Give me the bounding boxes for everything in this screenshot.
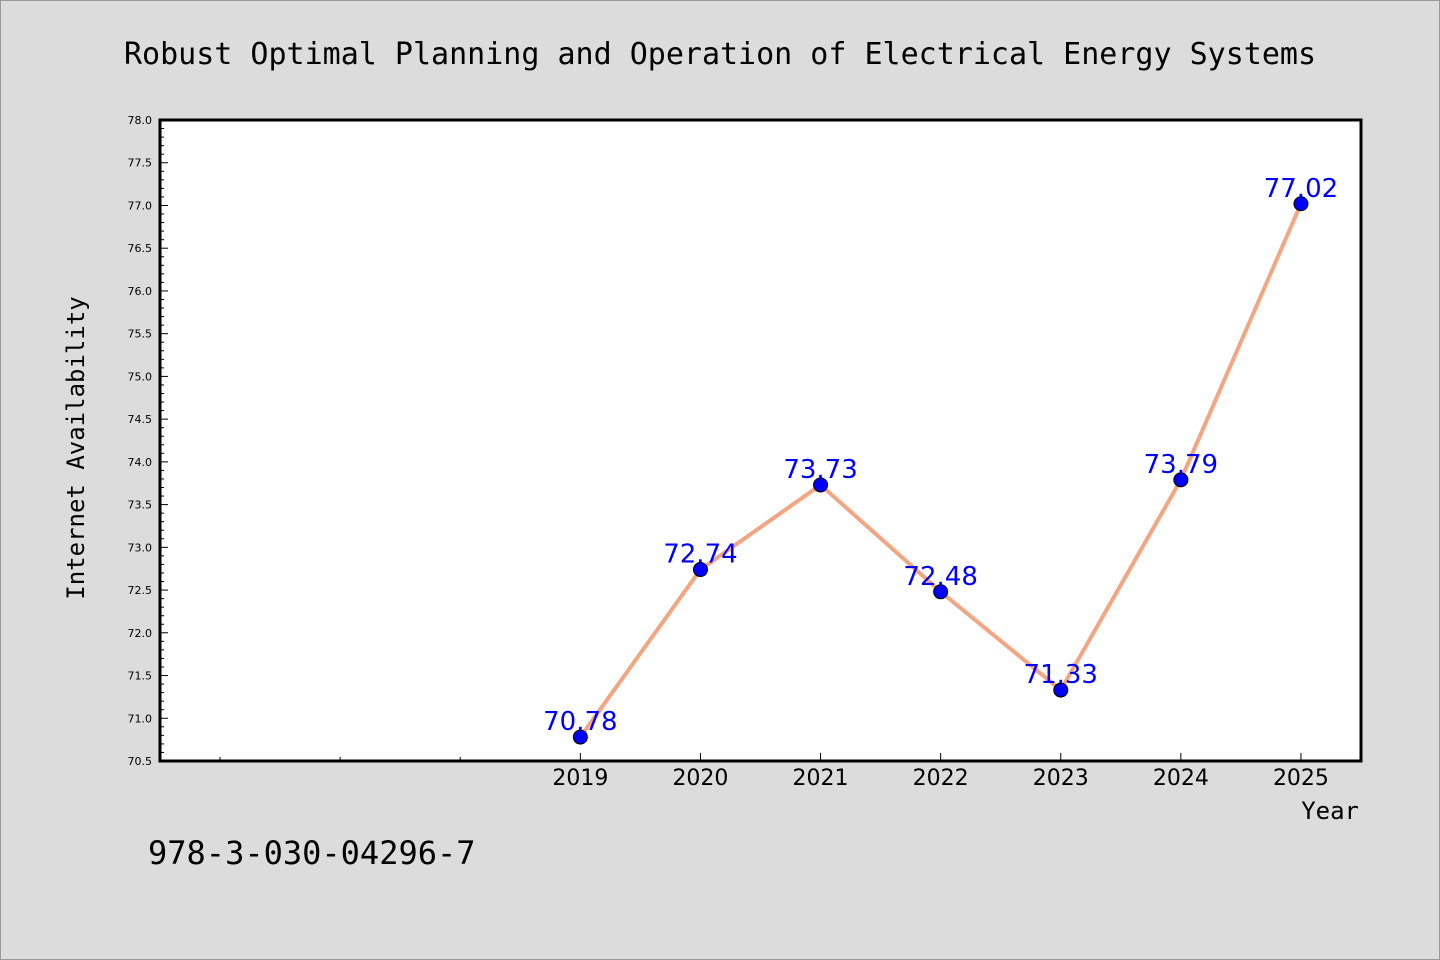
y-tick-label: 78.0 [128, 114, 153, 127]
y-tick-label: 72.0 [128, 627, 153, 640]
y-tick-label: 76.5 [128, 242, 153, 255]
plot-area [158, 118, 1363, 763]
y-tick-label: 74.5 [128, 413, 153, 426]
data-label: 71.33 [1024, 660, 1098, 690]
y-tick-label: 70.5 [128, 755, 153, 768]
data-label: 72.48 [903, 562, 977, 592]
y-tick-label: 77.5 [128, 157, 153, 170]
data-point [1053, 682, 1069, 698]
y-tick-label: 72.5 [128, 584, 153, 597]
x-tick-label: 2020 [672, 766, 728, 791]
y-tick-label: 74.0 [128, 456, 153, 469]
y-tick-label: 76.0 [128, 285, 153, 298]
x-tick-label: 2022 [913, 766, 969, 791]
data-label: 72.74 [663, 540, 737, 570]
x-tick-label: 2025 [1273, 766, 1329, 791]
y-tick-label: 77.0 [128, 199, 153, 212]
data-point [933, 584, 949, 600]
x-axis-label: Year [1301, 797, 1359, 825]
data-point [1293, 196, 1309, 212]
x-axis: 2019 2020 2021 2022 2023 2024 2025 [219, 753, 1329, 791]
x-tick-label: 2019 [552, 766, 608, 791]
x-tick-label: 2024 [1153, 766, 1209, 791]
x-tick-label: 2023 [1033, 766, 1089, 791]
data-point [692, 562, 708, 578]
data-label: 73.79 [1144, 450, 1218, 480]
x-tick-label: 2021 [793, 766, 849, 791]
data-label: 73.73 [783, 455, 857, 485]
chart-title: Robust Optimal Planning and Operation of… [124, 37, 1316, 72]
data-label: 77.02 [1264, 174, 1338, 204]
y-tick-label: 73.0 [128, 541, 153, 554]
y-tick-label: 75.0 [128, 370, 153, 383]
data-point [1173, 472, 1189, 488]
y-axis-label: Internet Availability [62, 296, 90, 599]
y-axis: 70.5 71.0 71.5 72.0 72.5 73.0 73.5 74.0 74.5 75.0… [128, 114, 168, 768]
data-label: 70.78 [543, 707, 617, 737]
y-tick-label: 71.5 [128, 670, 153, 683]
isbn-label: 978-3-030-04296-7 [148, 834, 476, 872]
y-tick-label: 75.5 [128, 328, 153, 341]
data-point [572, 729, 588, 745]
data-point [813, 477, 829, 493]
data-labels: 70.78 72.74 73.73 72.48 71.33 73.79 77.02 [543, 174, 1338, 737]
y-tick-label: 73.5 [128, 499, 153, 512]
series-layer [572, 196, 1309, 745]
y-tick-label: 71.0 [128, 712, 153, 725]
